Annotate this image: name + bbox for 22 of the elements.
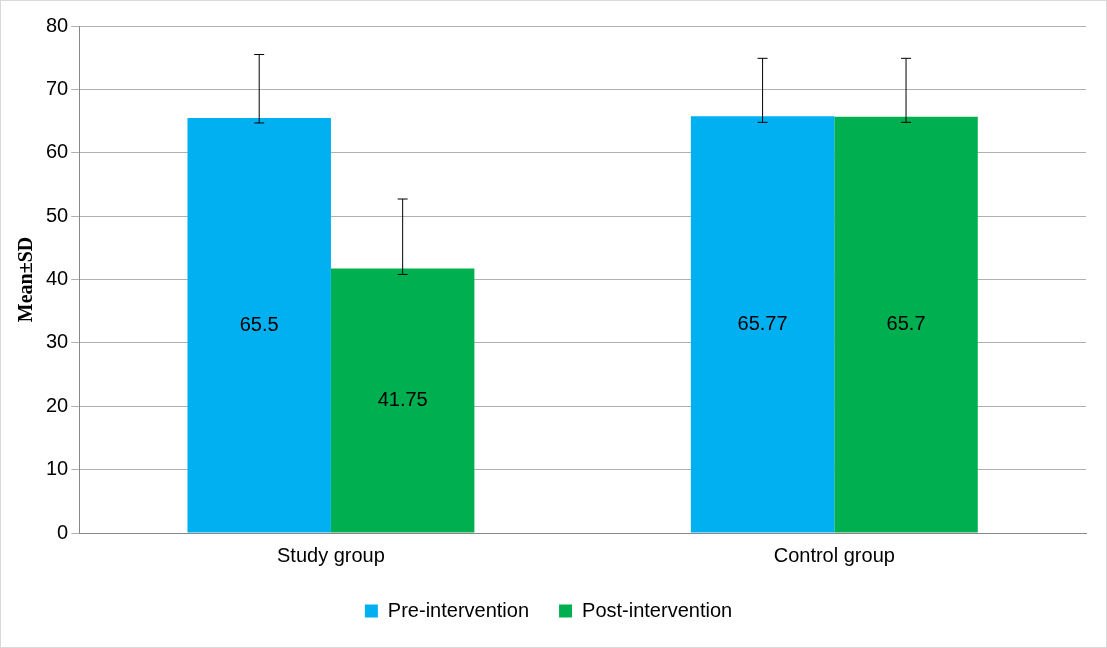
y-tick-label: 40 [46,267,69,290]
bar [330,268,475,533]
bar [187,117,331,533]
y-tick-label: 30 [46,330,69,353]
y-tick-label: 70 [46,76,69,99]
data-label: 65.5 [239,312,279,335]
y-tick-label: 10 [46,457,69,480]
bar [690,116,835,533]
x-tick-label: Study group [277,543,385,566]
y-tick-label: 0 [57,520,69,543]
y-tick-label: 60 [46,140,69,163]
data-label: 65.77 [737,311,788,334]
legend-label: Pre-intervention [387,598,530,621]
x-tick-label: Control group [773,543,895,566]
legend-label: Post-intervention [582,598,733,621]
bar [834,116,978,533]
data-label: 41.75 [377,387,428,410]
data-label: 65.7 [886,312,926,335]
y-axis-title: Mean±SD [14,236,37,323]
y-tick-label: 80 [46,13,69,36]
y-tick-label: 20 [46,393,69,416]
y-tick-label: 50 [46,203,69,226]
